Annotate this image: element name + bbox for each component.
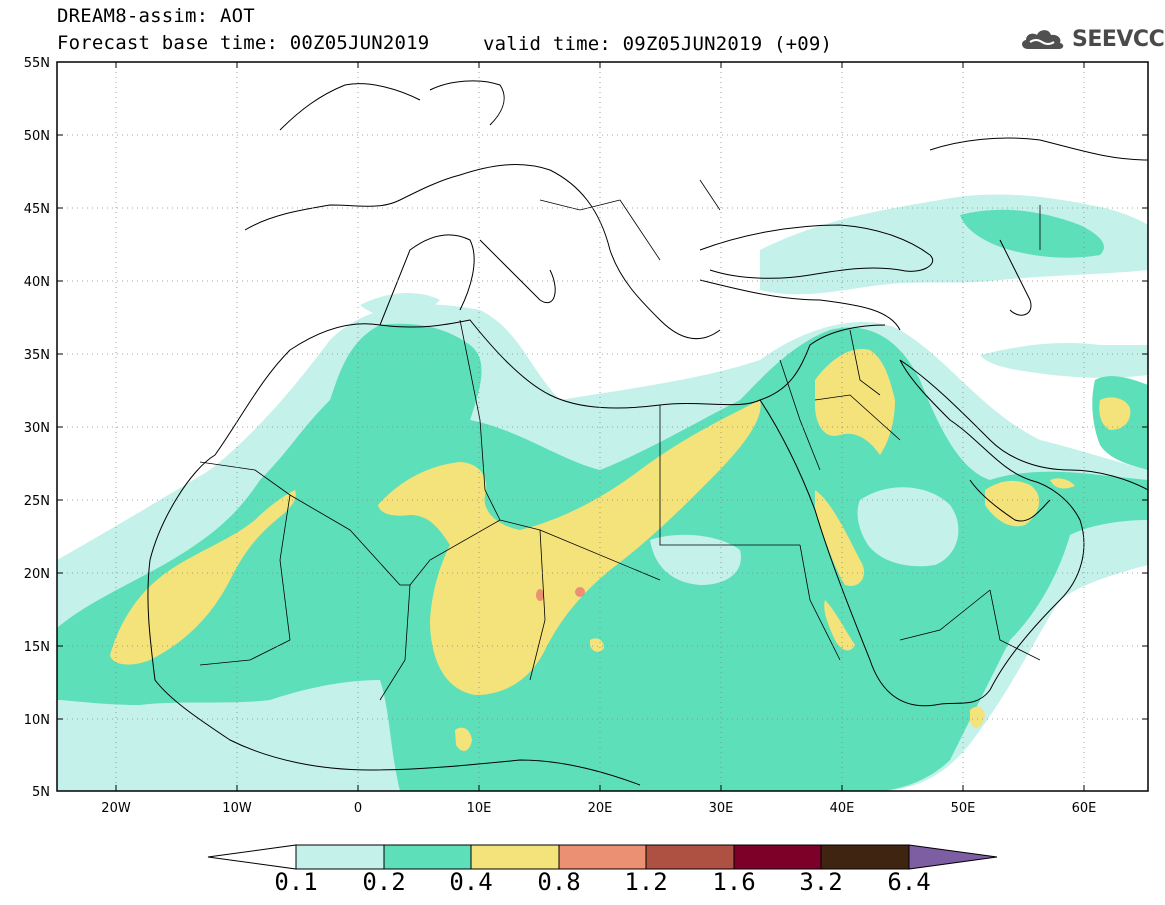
lon-label: 20W	[101, 801, 131, 816]
lat-label: 35N	[24, 348, 50, 363]
colorbar-label: 1.2	[624, 868, 668, 896]
colorbar-label: 6.4	[887, 868, 931, 896]
lon-label: 60E	[1072, 801, 1097, 816]
longitude-labels: 20W 10W 0 10E 20E 30E 40E 50E 60E	[101, 801, 1096, 816]
lat-label: 5N	[32, 785, 50, 800]
lat-label: 20N	[24, 567, 50, 582]
aot-band-0-1-holes	[560, 428, 959, 585]
logo-text: SEEVCCC	[1072, 26, 1165, 52]
lon-label: 30E	[709, 801, 734, 816]
lat-label: 15N	[24, 640, 50, 655]
colorbar-swatch	[295, 844, 385, 870]
lat-label: 25N	[24, 494, 50, 509]
coastlines	[147, 80, 1148, 786]
colorbar-label: 3.2	[799, 868, 843, 896]
title-line-1: DREAM8-assim: AOT	[57, 5, 255, 27]
colorbar-label: 1.6	[712, 868, 756, 896]
colorbar-over-triangle	[908, 844, 998, 870]
latitude-labels: 55N 50N 45N 40N 35N 30N 25N 20N 15N 10N …	[24, 56, 50, 800]
lat-label: 50N	[24, 129, 50, 144]
valid-time: valid time: 09Z05JUN2019 (+09)	[483, 33, 833, 55]
lon-label: 10W	[222, 801, 252, 816]
cloud-icon	[1022, 30, 1064, 49]
aot-band-0-4	[110, 349, 1131, 752]
forecast-base-time: Forecast base time: 00Z05JUN2019	[57, 32, 430, 54]
colorbar-swatch	[383, 844, 472, 870]
colorbar-swatch	[558, 844, 647, 870]
country-borders	[199, 179, 1041, 701]
lon-label: 10E	[467, 801, 492, 816]
colorbar-swatch	[733, 844, 822, 870]
colorbar-label: 0.1	[274, 868, 318, 896]
colorbar-swatch	[645, 844, 735, 870]
lon-label: 20E	[588, 801, 613, 816]
colorbar	[207, 844, 998, 870]
graticule	[57, 62, 1148, 791]
aot-field	[57, 62, 1148, 791]
colorbar-label: 0.2	[362, 868, 406, 896]
lat-label: 30N	[24, 421, 50, 436]
aot-band-0-8	[536, 587, 585, 601]
colorbar-swatch	[820, 844, 910, 870]
colorbar-under-triangle	[207, 844, 297, 870]
lat-label: 40N	[24, 275, 50, 290]
lon-label: 0	[354, 801, 362, 816]
colorbar-label: 0.4	[449, 868, 493, 896]
lon-label: 50E	[951, 801, 976, 816]
lat-label: 55N	[24, 56, 50, 71]
tick-marks	[57, 61, 1148, 791]
lon-label: 40E	[830, 801, 855, 816]
colorbar-swatch	[470, 844, 560, 870]
lat-label: 45N	[24, 202, 50, 217]
lat-label: 10N	[24, 713, 50, 728]
colorbar-label: 0.8	[537, 868, 581, 896]
seevccc-logo: SEEVCCC	[1018, 24, 1165, 54]
